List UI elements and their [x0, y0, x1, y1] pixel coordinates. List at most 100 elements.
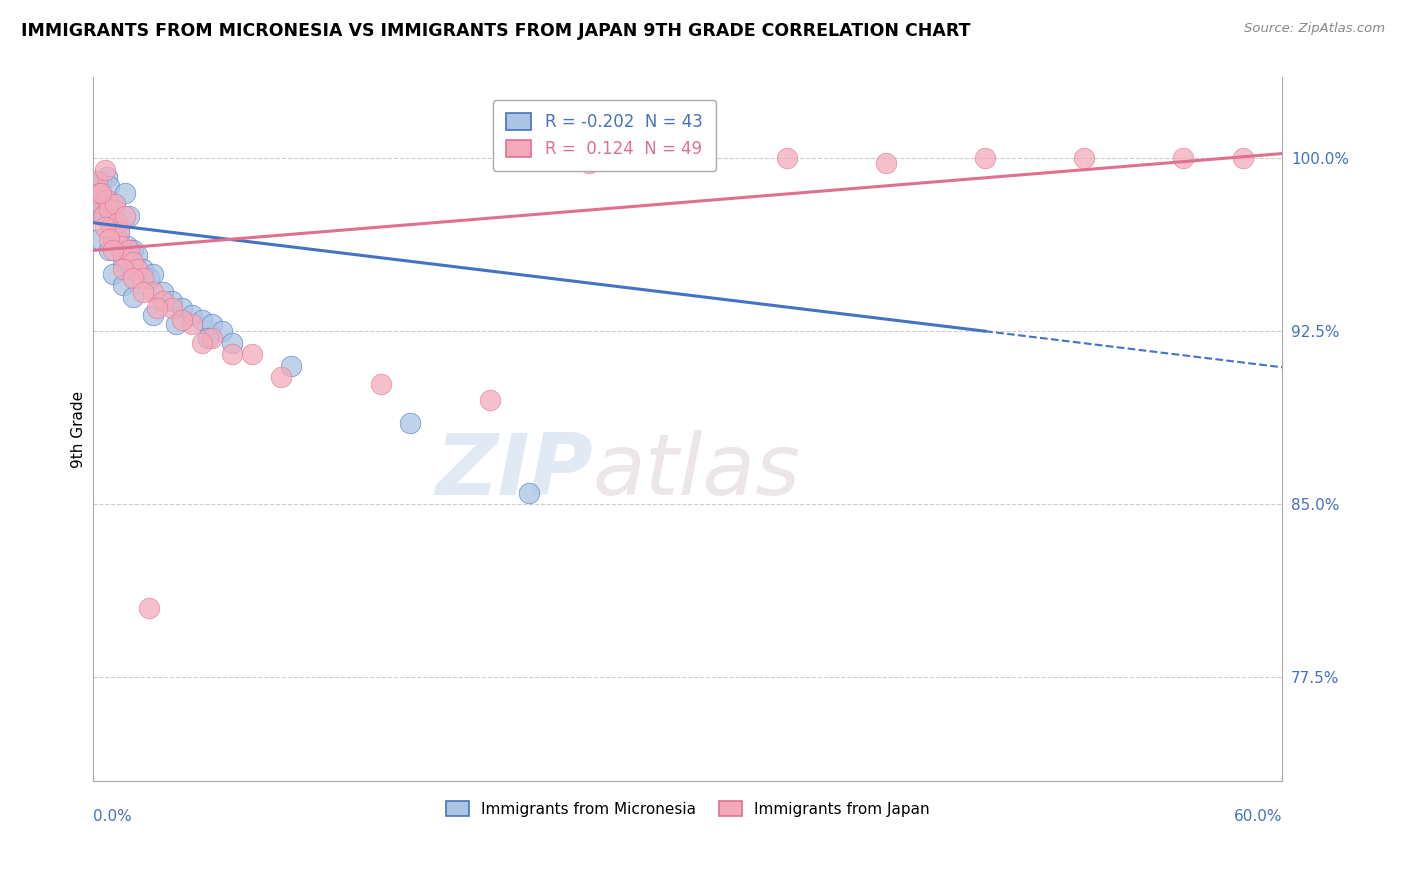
- Point: [110, 239, 132, 253]
- Point: [201, 331, 224, 345]
- Point: [86, 186, 108, 200]
- Point: [100, 220, 122, 235]
- Point: [974, 151, 997, 165]
- Point: [125, 248, 148, 262]
- Point: [98, 202, 121, 216]
- Point: [94, 220, 117, 235]
- Text: Source: ZipAtlas.com: Source: ZipAtlas.com: [1244, 22, 1385, 36]
- Point: [125, 261, 148, 276]
- Text: atlas: atlas: [593, 430, 800, 513]
- Point: [201, 318, 224, 332]
- Point: [240, 347, 263, 361]
- Point: [114, 209, 136, 223]
- Point: [1173, 151, 1195, 165]
- Point: [90, 197, 112, 211]
- Point: [138, 271, 160, 285]
- Point: [578, 156, 600, 170]
- Point: [104, 197, 127, 211]
- Point: [121, 244, 143, 258]
- Point: [191, 312, 214, 326]
- Point: [162, 301, 184, 315]
- Point: [132, 271, 155, 285]
- Point: [101, 232, 124, 246]
- Point: [91, 209, 114, 223]
- Point: [145, 301, 167, 315]
- Point: [370, 377, 392, 392]
- Point: [100, 220, 122, 235]
- Point: [142, 308, 165, 322]
- Point: [181, 318, 204, 332]
- Point: [90, 174, 112, 188]
- Point: [142, 285, 165, 299]
- Point: [1073, 151, 1095, 165]
- Point: [96, 193, 118, 207]
- Point: [181, 308, 204, 322]
- Point: [152, 285, 174, 299]
- Point: [875, 156, 897, 170]
- Y-axis label: 9th Grade: 9th Grade: [72, 391, 86, 467]
- Point: [111, 255, 134, 269]
- Point: [118, 209, 141, 223]
- Point: [98, 232, 121, 246]
- Point: [89, 232, 111, 246]
- Point: [111, 248, 134, 262]
- Point: [132, 285, 155, 299]
- Point: [1232, 151, 1254, 165]
- Point: [517, 485, 540, 500]
- Point: [111, 278, 134, 293]
- Point: [111, 261, 134, 276]
- Text: 60.0%: 60.0%: [1234, 809, 1282, 824]
- Point: [89, 186, 111, 200]
- Legend: Immigrants from Micronesia, Immigrants from Japan: Immigrants from Micronesia, Immigrants f…: [440, 795, 936, 822]
- Point: [121, 289, 143, 303]
- Point: [101, 244, 124, 258]
- Point: [94, 162, 117, 177]
- Point: [399, 417, 422, 431]
- Point: [776, 151, 799, 165]
- Point: [270, 370, 292, 384]
- Text: ZIP: ZIP: [434, 430, 593, 513]
- Point: [121, 271, 143, 285]
- Point: [165, 318, 187, 332]
- Point: [221, 335, 243, 350]
- Point: [86, 174, 108, 188]
- Point: [105, 232, 128, 246]
- Point: [101, 232, 124, 246]
- Point: [108, 225, 131, 239]
- Point: [90, 186, 112, 200]
- Point: [105, 216, 128, 230]
- Point: [138, 601, 160, 615]
- Point: [118, 244, 141, 258]
- Point: [617, 151, 640, 165]
- Point: [676, 151, 699, 165]
- Point: [172, 312, 194, 326]
- Point: [197, 331, 219, 345]
- Point: [132, 261, 155, 276]
- Point: [91, 193, 114, 207]
- Point: [110, 244, 132, 258]
- Point: [114, 186, 136, 200]
- Point: [96, 169, 118, 184]
- Point: [115, 239, 138, 253]
- Point: [94, 209, 117, 223]
- Point: [152, 294, 174, 309]
- Point: [162, 294, 184, 309]
- Text: IMMIGRANTS FROM MICRONESIA VS IMMIGRANTS FROM JAPAN 9TH GRADE CORRELATION CHART: IMMIGRANTS FROM MICRONESIA VS IMMIGRANTS…: [21, 22, 970, 40]
- Point: [101, 267, 124, 281]
- Point: [98, 178, 121, 193]
- Point: [121, 255, 143, 269]
- Point: [104, 197, 127, 211]
- Point: [142, 267, 165, 281]
- Point: [191, 335, 214, 350]
- Point: [108, 225, 131, 239]
- Point: [211, 324, 233, 338]
- Point: [91, 209, 114, 223]
- Point: [221, 347, 243, 361]
- Point: [98, 244, 121, 258]
- Point: [172, 301, 194, 315]
- Point: [89, 202, 111, 216]
- Point: [280, 359, 302, 373]
- Point: [105, 216, 128, 230]
- Point: [478, 393, 501, 408]
- Text: 0.0%: 0.0%: [93, 809, 132, 824]
